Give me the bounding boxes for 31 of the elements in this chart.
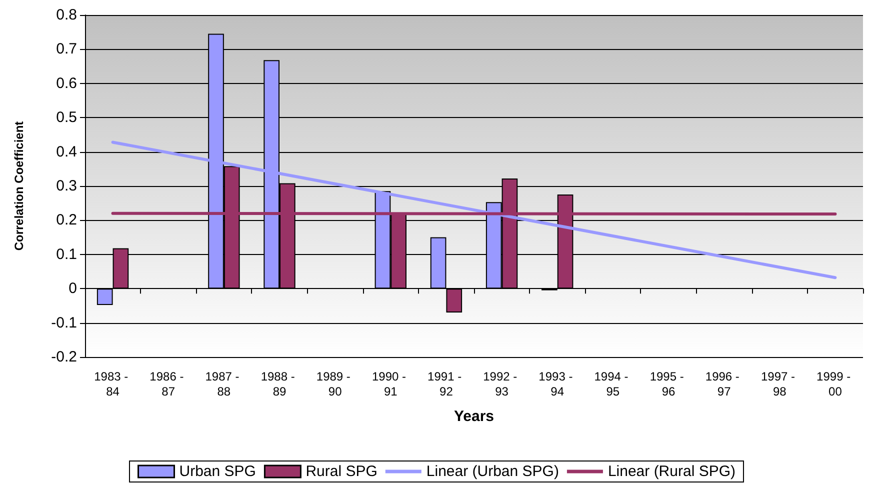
y-tick-label: 0.4 (56, 143, 77, 160)
x-tick-label: 1995 - 96 (650, 370, 688, 398)
y-tick-label: 0.3 (56, 178, 77, 194)
legend-label: Linear (Rural SPG) (608, 463, 736, 480)
y-tick-label: -0.1 (51, 314, 77, 332)
y-tick-label: 0.6 (56, 74, 77, 92)
y-tick-label: 0.8 (56, 6, 77, 24)
x-tick-label: 1989 - 90 (316, 370, 354, 398)
x-axis-title: Years (454, 408, 494, 425)
x-tick-label: 1983 - 84 (94, 370, 132, 398)
x-tick-label: 1997 - 98 (760, 370, 798, 398)
y-axis-title: Correlation Coefficient (12, 121, 26, 251)
y-tick-label: 0.5 (56, 109, 77, 126)
y-tick-label: 0 (68, 280, 77, 298)
x-tick-label: 1993 - 94 (538, 370, 576, 398)
x-tick-label: 1987 - 88 (205, 370, 243, 398)
x-tick-label: 1990 - 91 (372, 370, 410, 398)
y-tick-label: 0.7 (56, 40, 77, 58)
x-tick-label: 1991 - 92 (428, 370, 465, 398)
x-tick-label: 1996 - 97 (705, 370, 743, 398)
x-tick-label: 1988 - 89 (260, 370, 298, 398)
x-tick-label: 1994 - 95 (594, 370, 632, 398)
x-tick-label: 1986 - 87 (150, 370, 188, 398)
y-tick-label: -0.2 (51, 348, 77, 366)
x-tick-label: 1999 - 00 (816, 370, 854, 398)
x-tick-label: 1992 - 93 (483, 370, 520, 398)
y-tick-label: 0.1 (56, 246, 77, 263)
legend-label: Linear (Urban SPG) (426, 463, 559, 480)
legend-label: Urban SPG (179, 463, 256, 480)
legend-label: Rural SPG (306, 463, 378, 480)
y-tick-label: 0.2 (56, 212, 77, 229)
